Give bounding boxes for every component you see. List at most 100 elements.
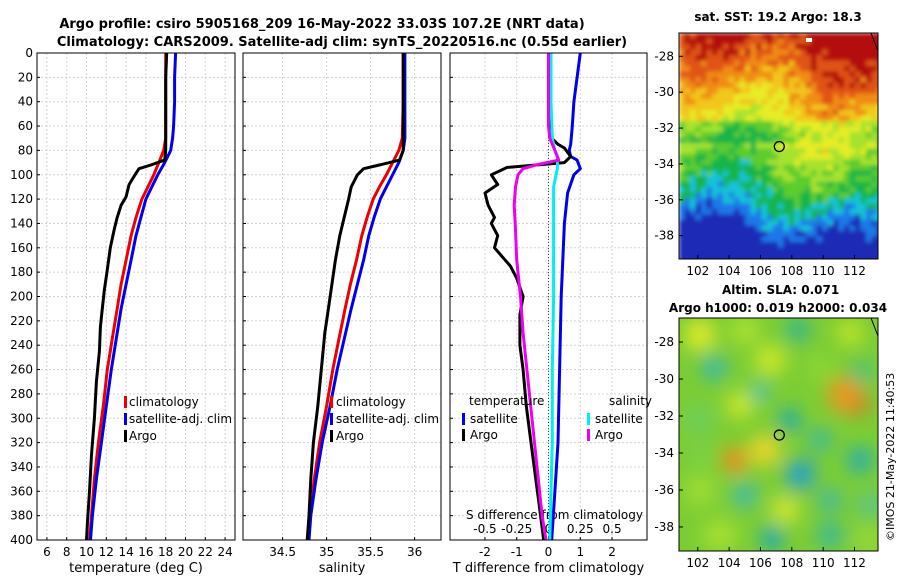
- sst-cell: [684, 104, 691, 111]
- sst-cell: [783, 236, 790, 243]
- sst-cell: [827, 236, 834, 243]
- sst-cell: [684, 77, 691, 84]
- sst-cell: [756, 126, 763, 133]
- sst-cell: [690, 231, 697, 238]
- y-tick-label: 340: [10, 460, 33, 474]
- sst-cell: [794, 242, 801, 249]
- sst-cell: [822, 77, 829, 84]
- sst-cell: [723, 181, 730, 188]
- sst-cell: [706, 126, 713, 133]
- sst-cell: [684, 88, 691, 95]
- sst-cell: [684, 55, 691, 62]
- sst-cell: [811, 93, 818, 100]
- sst-cell: [811, 236, 818, 243]
- sst-cell: [794, 143, 801, 150]
- sst-cell: [838, 121, 845, 128]
- sst-cell: [860, 137, 867, 144]
- sst-cell: [706, 187, 713, 194]
- sst-cell: [805, 99, 812, 106]
- sst-cell: [728, 82, 735, 89]
- sst-cell: [838, 209, 845, 216]
- sst-cell: [690, 126, 697, 133]
- sst-cell: [866, 55, 873, 62]
- sst-cell: [728, 137, 735, 144]
- plot-frame: [36, 52, 236, 541]
- sst-cell: [855, 104, 862, 111]
- sst-cell: [734, 110, 741, 117]
- sst-cell: [778, 253, 785, 259]
- sst-cell: [789, 143, 796, 150]
- sst-cell: [811, 115, 818, 122]
- sst-cell: [750, 247, 757, 254]
- sst-cell: [745, 247, 752, 254]
- sst-cell: [833, 93, 840, 100]
- sst-cell: [706, 198, 713, 205]
- sst-cell: [838, 82, 845, 89]
- sst-cell: [684, 214, 691, 221]
- sst-cell: [827, 60, 834, 67]
- sst-cell: [805, 121, 812, 128]
- sst-cell: [827, 143, 834, 150]
- sst-cell: [695, 115, 702, 122]
- sst-cell: [849, 253, 856, 259]
- sst-cell: [844, 187, 851, 194]
- sst-cell: [794, 192, 801, 199]
- sst-cell: [783, 253, 790, 259]
- sst-cell: [756, 77, 763, 84]
- legend-label-t-argo: Argo: [470, 428, 498, 442]
- sst-cell: [805, 55, 812, 62]
- sst-cell: [794, 247, 801, 254]
- map-x-tick-label: 108: [780, 556, 803, 570]
- sst-map-title: sat. SST: 19.2 Argo: 18.3: [694, 10, 861, 24]
- sst-cell: [690, 60, 697, 67]
- sst-cell: [805, 170, 812, 177]
- sst-cell: [772, 38, 779, 45]
- sst-cell: [684, 192, 691, 199]
- sst-cell: [745, 253, 752, 259]
- legend-swatch-argo: [330, 430, 333, 442]
- sst-cell: [756, 104, 763, 111]
- sst-cell: [717, 82, 724, 89]
- sst-cell: [717, 231, 724, 238]
- sst-cell: [734, 49, 741, 56]
- sst-cell: [767, 93, 774, 100]
- sst-cell: [811, 99, 818, 106]
- sst-cell: [690, 176, 697, 183]
- sst-cell: [789, 247, 796, 254]
- sst-cell: [794, 126, 801, 133]
- sst-cell: [855, 231, 862, 238]
- y-tick-label: 200: [10, 290, 33, 304]
- sst-cell: [866, 143, 873, 150]
- sst-cell: [717, 225, 724, 232]
- sst-cell: [745, 181, 752, 188]
- sst-cell: [706, 214, 713, 221]
- sst-cell: [756, 192, 763, 199]
- sst-cell: [838, 247, 845, 254]
- sst-cell: [855, 55, 862, 62]
- sst-cell: [778, 176, 785, 183]
- sst-cell: [723, 203, 730, 210]
- sst-cell: [783, 231, 790, 238]
- sst-cell: [816, 44, 823, 51]
- sst-cell: [844, 126, 851, 133]
- sst-cell: [838, 71, 845, 78]
- sst-cell: [690, 214, 697, 221]
- sst-cell: [871, 143, 878, 150]
- sst-cell: [734, 225, 741, 232]
- sst-cell: [717, 33, 724, 40]
- sst-cell: [833, 159, 840, 166]
- sst-cell: [800, 148, 807, 155]
- sst-cell: [772, 93, 779, 100]
- sst-cell: [679, 126, 686, 133]
- sst-cell: [750, 148, 757, 155]
- sst-cell: [745, 132, 752, 139]
- sst-cell: [849, 220, 856, 227]
- sst-cell: [855, 198, 862, 205]
- sst-cell: [789, 159, 796, 166]
- sst-cell: [855, 82, 862, 89]
- sst-cell: [745, 220, 752, 227]
- sst-cell: [844, 209, 851, 216]
- sst-cell: [783, 148, 790, 155]
- sst-cell: [866, 126, 873, 133]
- sst-cell: [822, 38, 829, 45]
